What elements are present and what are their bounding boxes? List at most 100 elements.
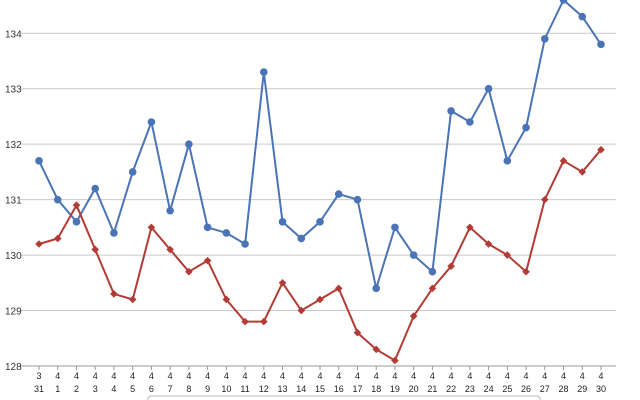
series-1-point <box>316 218 324 226</box>
x-tick-label-day: 14 <box>296 384 306 394</box>
series-1-point <box>297 234 306 243</box>
x-tick-label-day: 28 <box>559 384 569 394</box>
x-tick-label-day: 21 <box>427 384 437 394</box>
series-1-point <box>110 229 118 237</box>
x-tick-label-month: 4 <box>392 371 397 381</box>
series-2-point <box>91 245 99 254</box>
series-1-point <box>503 157 512 165</box>
x-tick-label-month: 4 <box>93 371 98 381</box>
x-tick-label-day: 24 <box>484 384 494 394</box>
series-2-point <box>522 267 530 276</box>
x-tick-label-day: 3 <box>93 384 98 394</box>
series-1-point <box>53 195 62 204</box>
series-1-point <box>147 118 156 126</box>
series-2-point <box>297 306 306 315</box>
series-1-point <box>447 107 455 115</box>
x-tick-label-month: 4 <box>598 371 603 381</box>
series-2-point <box>372 345 380 354</box>
x-tick-label-day: 4 <box>111 384 116 394</box>
series-2-point <box>35 240 43 248</box>
x-tick-label-day: 9 <box>205 384 210 394</box>
x-tick-label-month: 4 <box>580 371 585 381</box>
y-tick-label: 131 <box>5 196 22 207</box>
series-1-point <box>260 68 268 76</box>
x-tick-label-day: 26 <box>521 384 531 394</box>
x-tick-label-month: 4 <box>486 371 491 381</box>
series-1-point <box>128 168 137 176</box>
series-1-point <box>484 84 493 93</box>
x-tick-label-month: 4 <box>205 371 210 381</box>
x-tick-label-month: 4 <box>149 371 154 381</box>
x-tick-label-day: 5 <box>130 384 135 394</box>
x-tick-label-month: 4 <box>168 371 173 381</box>
x-tick-label-day: 17 <box>352 384 362 394</box>
series-1-point <box>278 218 287 226</box>
x-tick-label-day: 11 <box>240 384 249 394</box>
series-lines <box>35 0 605 365</box>
series-1-point <box>334 190 343 198</box>
y-tick-label: 133 <box>5 85 22 96</box>
series-1-point <box>185 140 193 148</box>
x-tick-label-month: 4 <box>542 371 547 381</box>
series-2-point <box>53 234 62 243</box>
series-2-point <box>110 290 118 298</box>
x-tick-label-day: 10 <box>221 384 231 394</box>
series-2-point <box>166 245 174 254</box>
series-2-point <box>316 295 324 304</box>
series-1-point <box>559 0 568 4</box>
series-1-point <box>372 284 381 293</box>
series-2-point <box>541 195 549 204</box>
series-2-point <box>260 317 268 326</box>
x-tick-label-day: 27 <box>540 384 550 394</box>
x-tick-label-month: 4 <box>430 371 435 381</box>
series-2-point <box>353 328 362 337</box>
x-tick-label-day: 15 <box>315 384 325 394</box>
x-tick-label-month: 4 <box>467 371 472 381</box>
series-2-point <box>147 223 156 232</box>
x-tick-label-day: 30 <box>596 384 606 394</box>
series-1-point <box>241 240 249 248</box>
x-tick-label-day: 31 <box>34 384 44 394</box>
x-tick-label-month: 4 <box>55 371 60 381</box>
series-1-point <box>522 123 530 132</box>
x-tick-label-day: 23 <box>465 384 475 394</box>
series-2 <box>35 145 605 365</box>
series-1-point <box>35 157 43 165</box>
y-tick-label: 128 <box>5 362 22 373</box>
series-1-point <box>428 267 437 276</box>
series-1-point <box>353 195 362 204</box>
series-2-point <box>241 317 249 326</box>
x-tick-label-month: 4 <box>449 371 454 381</box>
series-2-point <box>503 251 512 259</box>
y-tick-label: 134 <box>5 29 22 40</box>
x-tick-label-day: 29 <box>577 384 587 394</box>
series-2-point <box>391 356 399 365</box>
x-tick-label-month: 4 <box>111 371 116 381</box>
y-axis-ticks: 128 129 130 131 132 133 134 <box>5 29 22 373</box>
x-tick-label-day: 18 <box>371 384 381 394</box>
x-tick-label-day: 20 <box>409 384 419 394</box>
series-1-point <box>72 218 81 226</box>
x-tick-label-day: 1 <box>55 384 60 394</box>
x-tick-label-month: 4 <box>130 371 135 381</box>
chart-scroll-handle[interactable] <box>147 395 541 400</box>
x-tick-label-day: 12 <box>259 384 269 394</box>
x-tick-label-month: 4 <box>243 371 248 381</box>
x-axis-ticks: 3314142434445464748494104114124134144154… <box>34 371 606 394</box>
series-1-point <box>166 206 174 215</box>
series-2-point <box>466 223 474 232</box>
y-tick-label: 129 <box>5 307 22 318</box>
y-tick-label: 130 <box>5 251 22 262</box>
x-tick-label-day: 6 <box>149 384 154 394</box>
series-2-point <box>409 312 418 320</box>
series-1 <box>35 0 605 293</box>
x-tick-label-month: 4 <box>261 371 266 381</box>
series-2-point <box>278 279 287 287</box>
x-tick-label-month: 4 <box>317 371 322 381</box>
series-1-point <box>222 229 231 237</box>
x-tick-label-month: 4 <box>524 371 529 381</box>
series-2-point <box>185 267 193 276</box>
series-1-point <box>597 40 605 49</box>
